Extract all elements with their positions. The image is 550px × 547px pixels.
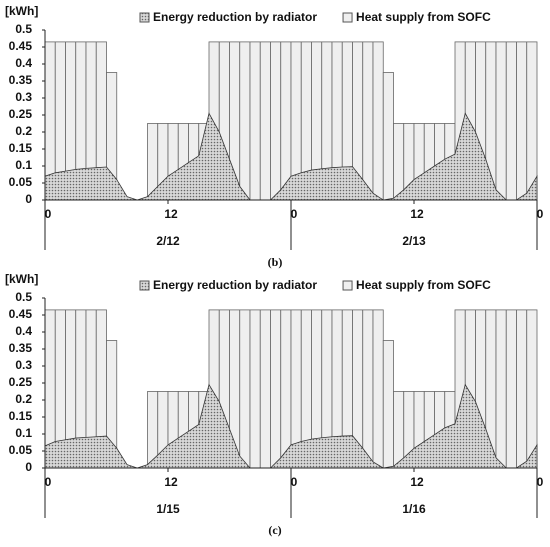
legend-label: Energy reduction by radiator — [153, 10, 317, 24]
y-tick-label: 0.45 — [9, 307, 33, 321]
bar — [495, 41, 507, 201]
x-tick-label: 12 — [164, 475, 178, 489]
unit-label: [kWh] — [5, 4, 38, 18]
bar — [362, 41, 374, 201]
y-tick-label: 0.1 — [15, 426, 32, 440]
legend-label: Heat supply from SOFC — [356, 10, 491, 24]
bar — [372, 309, 384, 469]
y-tick-label: 0.2 — [15, 124, 32, 138]
y-tick-label: 0.4 — [15, 324, 32, 338]
group-label: 1/15 — [156, 502, 180, 516]
x-tick-label: 0 — [45, 207, 52, 221]
bar — [382, 340, 394, 469]
y-tick-label: 0.3 — [15, 358, 32, 372]
group-label: 2/12 — [156, 234, 180, 248]
x-tick-label: 0 — [291, 207, 298, 221]
legend-swatch — [342, 280, 353, 291]
x-tick-label: 12 — [410, 475, 424, 489]
y-tick-label: 0.5 — [15, 22, 32, 36]
x-tick-label: 0 — [537, 475, 544, 489]
x-tick-label: 12 — [164, 207, 178, 221]
bar — [249, 309, 261, 469]
y-tick-label: 0 — [25, 460, 32, 474]
y-tick-label: 0.05 — [9, 175, 33, 189]
legend-swatch — [342, 12, 353, 23]
bar — [270, 41, 282, 201]
chart: [kWh] 0 0.05 0.1 0.15 0.2 0.25 0.3 0.35 0.4 0.45 0.… — [5, 272, 544, 537]
y-tick-label: 0.35 — [9, 73, 33, 87]
bar — [239, 309, 251, 469]
group-label: 2/13 — [402, 234, 426, 248]
y-tick-label: 0.5 — [15, 290, 32, 304]
x-tick-label: 0 — [45, 475, 52, 489]
x-tick-label: 0 — [537, 207, 544, 221]
y-tick-label: 0.1 — [15, 158, 32, 172]
bar — [239, 41, 251, 201]
y-tick-label: 0.35 — [9, 341, 33, 355]
y-tick-label: 0.25 — [9, 375, 33, 389]
y-tick-label: 0.45 — [9, 39, 33, 53]
y-tick-label: 0.05 — [9, 443, 33, 457]
bar — [505, 41, 517, 201]
bar — [495, 309, 507, 469]
y-tick-label: 0.15 — [9, 409, 33, 423]
unit-label: [kWh] — [5, 272, 38, 286]
bar — [259, 309, 271, 469]
x-tick-label: 12 — [410, 207, 424, 221]
y-tick-label: 0.3 — [15, 90, 32, 104]
bar — [516, 309, 528, 469]
area — [44, 383, 538, 469]
y-tick-label: 0.4 — [15, 56, 32, 70]
y-tick-label: 0.2 — [15, 392, 32, 406]
caption: (b) — [268, 255, 283, 269]
bar — [526, 41, 538, 201]
group-label: 1/16 — [402, 502, 426, 516]
bar — [516, 41, 528, 201]
legend-label: Energy reduction by radiator — [153, 278, 317, 292]
bar — [393, 391, 405, 469]
x-tick-label: 0 — [291, 475, 298, 489]
bar — [372, 41, 384, 201]
bar — [259, 41, 271, 201]
area — [44, 112, 538, 201]
bar — [505, 309, 517, 469]
caption: (c) — [268, 523, 281, 537]
legend-swatch — [139, 280, 150, 291]
y-tick-label: 0.15 — [9, 141, 33, 155]
legend-label: Heat supply from SOFC — [356, 278, 491, 292]
bar — [362, 309, 374, 469]
bar — [382, 72, 394, 201]
bar — [270, 309, 282, 469]
bar — [526, 309, 538, 469]
bar — [280, 41, 292, 201]
y-tick-label: 0.25 — [9, 107, 33, 121]
bar — [393, 123, 405, 201]
legend-swatch — [139, 12, 150, 23]
bar — [249, 41, 261, 201]
bar — [280, 309, 292, 469]
y-tick-label: 0 — [25, 192, 32, 206]
chart: [kWh] 0 0.05 0.1 0.15 0.2 0.25 0.3 0.35 0.4 0.45 0.… — [5, 4, 544, 269]
